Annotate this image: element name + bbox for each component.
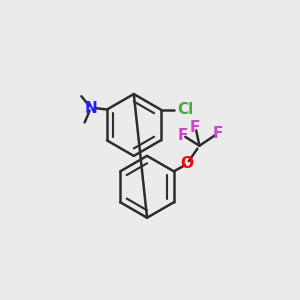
Text: F: F bbox=[190, 120, 200, 135]
Text: N: N bbox=[85, 100, 97, 116]
Text: Cl: Cl bbox=[177, 102, 193, 117]
Text: O: O bbox=[181, 157, 194, 172]
Text: F: F bbox=[212, 127, 223, 142]
Text: F: F bbox=[177, 128, 188, 143]
